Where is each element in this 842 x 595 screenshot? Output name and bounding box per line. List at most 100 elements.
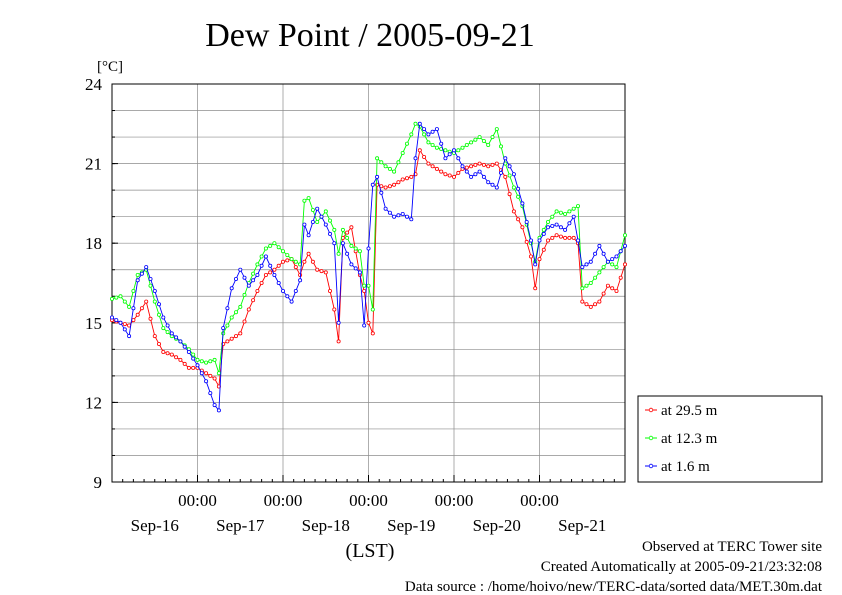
data-point [152, 334, 157, 339]
data-point [272, 272, 277, 277]
data-point [370, 331, 375, 336]
data-point [533, 286, 538, 291]
data-point [233, 310, 238, 315]
data-point [593, 251, 598, 256]
data-point [268, 243, 273, 248]
data-point [554, 209, 559, 214]
data-point [280, 249, 285, 254]
data-point [302, 259, 307, 264]
data-point [259, 280, 264, 285]
x-day-label: Sep-19 [387, 516, 435, 535]
data-point [529, 254, 534, 259]
data-point [533, 262, 538, 267]
data-point [567, 235, 572, 240]
data-point [383, 185, 388, 190]
legend: at 29.5 m at 12.3 m at 1.6 m [637, 395, 823, 483]
data-point [255, 288, 260, 293]
x-day-label: Sep-18 [302, 516, 350, 535]
data-point [558, 225, 563, 230]
data-point [404, 141, 409, 146]
data-point [152, 288, 157, 293]
data-point [332, 307, 337, 312]
data-point [238, 304, 243, 309]
data-point [434, 127, 439, 132]
data-point [413, 121, 418, 126]
data-point [464, 165, 469, 170]
data-point [199, 359, 204, 364]
data-point [498, 144, 503, 149]
data-point [302, 198, 307, 203]
data-point [554, 222, 559, 227]
data-point [546, 219, 551, 224]
data-point [379, 190, 384, 195]
data-point [362, 288, 367, 293]
data-point [178, 339, 183, 344]
x-axis-label: (LST) [346, 540, 395, 562]
data-point [144, 299, 149, 304]
data-point [375, 156, 380, 161]
data-point [289, 299, 294, 304]
data-point [336, 251, 341, 256]
data-point [486, 142, 491, 147]
data-point [537, 238, 542, 243]
data-point [503, 174, 508, 179]
x-tick-label: 00:00 [349, 491, 388, 510]
data-point [127, 334, 132, 339]
data-point [212, 357, 217, 362]
data-point [169, 331, 174, 336]
data-point [362, 283, 367, 288]
x-day-label: Sep-21 [558, 516, 606, 535]
data-point [191, 365, 196, 370]
data-point [524, 239, 529, 244]
data-point [400, 150, 405, 155]
legend-item: at 1.6 m [645, 459, 710, 475]
data-point [191, 352, 196, 357]
data-point [379, 160, 384, 165]
data-point [434, 166, 439, 171]
data-point [161, 315, 166, 320]
data-point [434, 145, 439, 150]
data-point [507, 192, 512, 197]
data-point [332, 227, 337, 232]
data-point [558, 234, 563, 239]
data-point [139, 271, 144, 276]
data-point [195, 363, 200, 368]
data-point [233, 276, 238, 281]
y-axis-unit: [°C] [97, 59, 123, 75]
data-point [144, 265, 149, 270]
data-point [392, 182, 397, 187]
data-point [507, 164, 512, 169]
data-point [588, 280, 593, 285]
data-point [422, 127, 427, 132]
data-point [114, 295, 119, 300]
data-point [246, 307, 251, 312]
data-point [567, 209, 572, 214]
data-point [169, 352, 174, 357]
data-point [195, 357, 200, 362]
data-point [563, 235, 568, 240]
data-point [272, 241, 277, 246]
data-point [541, 231, 546, 236]
data-point [268, 263, 273, 268]
data-point [426, 132, 431, 137]
data-point [511, 185, 516, 190]
data-point [550, 223, 555, 228]
data-point [409, 217, 414, 222]
data-point [387, 184, 392, 189]
data-point [178, 357, 183, 362]
data-point [259, 254, 264, 259]
data-point [426, 140, 431, 145]
series-group [110, 121, 628, 413]
data-point [490, 162, 495, 167]
data-point [456, 148, 461, 153]
data-point [280, 259, 285, 264]
data-point [345, 235, 350, 240]
data-point [293, 288, 298, 293]
data-point [597, 299, 602, 304]
chart-title: Dew Point / 2005-09-21 [205, 17, 535, 54]
data-point [477, 169, 482, 174]
data-point [340, 227, 345, 232]
data-point [580, 265, 585, 270]
data-point [541, 227, 546, 232]
data-point [323, 222, 328, 227]
